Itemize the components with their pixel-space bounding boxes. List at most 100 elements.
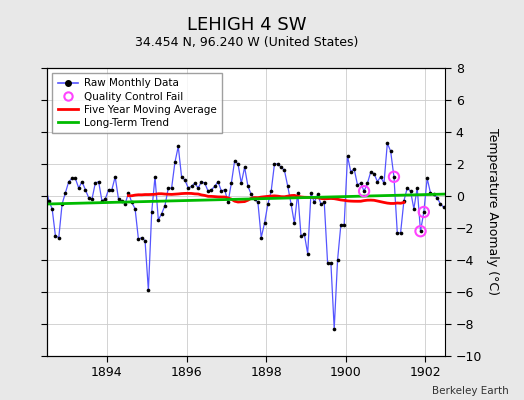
Point [35,177,43,183]
Point [433,194,441,201]
Point [81,186,90,193]
Point [98,198,106,204]
Point [260,220,269,226]
Point [108,186,116,193]
Point [48,206,57,212]
Point [204,188,212,194]
Point [417,228,425,234]
Point [111,174,119,180]
Point [181,177,189,183]
Point [174,143,182,150]
Point [45,198,53,204]
Point [158,210,166,217]
Point [151,174,159,180]
Point [420,209,428,215]
Point [330,326,339,332]
Point [237,180,246,186]
Point [64,178,73,185]
Point [68,175,77,182]
Point [347,169,355,175]
Point [254,199,262,206]
Point [290,220,299,226]
Point [407,188,415,194]
Text: Berkeley Earth: Berkeley Earth [432,386,508,396]
Point [54,234,63,241]
Point [84,194,93,201]
Point [134,236,143,242]
Point [403,185,411,191]
Point [178,174,186,180]
Point [317,201,325,207]
Point [74,185,83,191]
Point [211,183,219,190]
Point [270,161,279,167]
Point [274,161,282,167]
Point [360,188,368,194]
Point [214,178,222,185]
Point [383,140,391,146]
Point [333,257,342,263]
Point [310,199,319,206]
Point [413,185,421,191]
Point [194,185,202,191]
Point [267,188,276,194]
Point [161,202,169,209]
Point [377,174,385,180]
Point [164,185,172,191]
Point [280,167,289,174]
Point [104,186,113,193]
Point [417,228,425,234]
Point [244,183,252,190]
Point [118,198,126,204]
Text: 34.454 N, 96.240 W (United States): 34.454 N, 96.240 W (United States) [135,36,358,49]
Point [148,209,156,215]
Point [390,174,398,180]
Point [410,206,418,212]
Point [231,158,239,164]
Point [224,199,232,206]
Point [360,188,368,194]
Point [343,153,352,159]
Point [430,191,438,198]
Point [191,180,199,186]
Point [141,238,149,244]
Point [313,191,322,198]
Point [94,178,103,185]
Point [247,191,256,198]
Point [387,148,395,154]
Point [31,182,40,188]
Point [393,230,401,236]
Point [188,183,196,190]
Point [234,161,242,167]
Point [283,183,292,190]
Point [227,180,236,186]
Point [390,174,398,180]
Point [367,169,375,175]
Point [201,180,209,186]
Point [397,230,405,236]
Point [293,190,302,196]
Point [380,180,388,186]
Point [250,196,259,202]
Point [131,206,139,212]
Legend: Raw Monthly Data, Quality Control Fail, Five Year Moving Average, Long-Term Tren: Raw Monthly Data, Quality Control Fail, … [52,73,222,133]
Point [370,170,378,177]
Point [436,201,445,207]
Point [357,180,365,186]
Point [101,196,110,202]
Point [198,178,206,185]
Point [303,250,312,257]
Point [114,196,123,202]
Point [340,222,348,228]
Point [320,199,329,206]
Point [128,199,136,206]
Point [264,201,272,207]
Point [440,204,448,210]
Point [25,175,33,182]
Point [38,180,47,186]
Point [307,190,315,196]
Point [350,166,358,172]
Point [154,217,162,223]
Point [58,201,67,207]
Point [221,186,229,193]
